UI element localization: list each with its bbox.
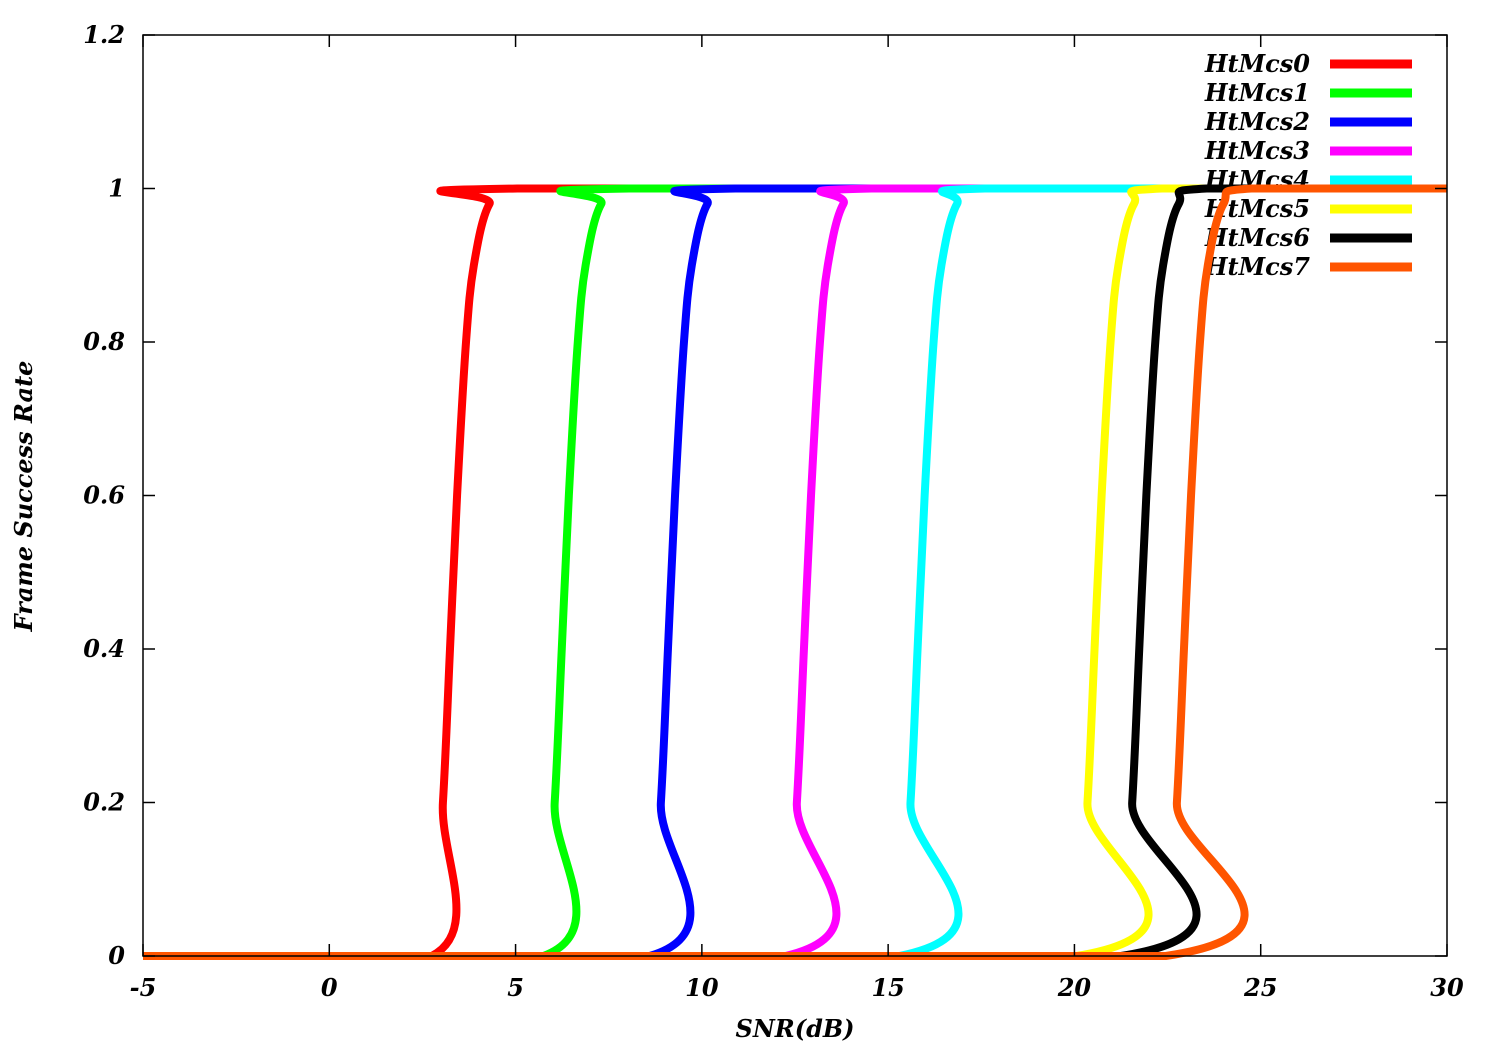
legend-label: HtMcs3 [1204, 136, 1310, 165]
y-tick-label: 0.8 [83, 327, 125, 356]
legend-label: HtMcs0 [1204, 49, 1310, 78]
x-tick-label: 30 [1430, 973, 1464, 1002]
x-tick-label: 25 [1243, 973, 1277, 1002]
y-tick-label: 0.2 [83, 788, 125, 817]
y-tick-label: 1 [108, 174, 125, 203]
legend-label: HtMcs1 [1204, 78, 1310, 107]
series-line-HtMcs0 [143, 184, 1447, 961]
series-line-HtMcs1 [143, 184, 1447, 961]
x-tick-label: 20 [1057, 973, 1092, 1002]
x-tick-label: 10 [685, 973, 719, 1002]
y-axis-label: Frame Success Rate [9, 361, 38, 633]
x-tick-label: 15 [871, 973, 904, 1002]
x-tick-label: 5 [507, 973, 524, 1002]
series-line-HtMcs5 [143, 184, 1447, 961]
y-tick-label: 0 [108, 941, 125, 970]
series-lines [143, 184, 1447, 961]
y-tick-label: 0.6 [83, 481, 125, 510]
legend: HtMcs0HtMcs1HtMcs2HtMcs3HtMcs4HtMcs5HtMc… [1204, 49, 1412, 281]
legend-label: HtMcs7 [1204, 252, 1310, 281]
legend-label: HtMcs6 [1204, 223, 1310, 252]
x-tick-label: 0 [321, 973, 338, 1002]
series-line-HtMcs3 [143, 184, 1447, 961]
legend-label: HtMcs2 [1204, 107, 1310, 136]
series-line-HtMcs2 [143, 184, 1447, 961]
x-tick-label: -5 [130, 973, 157, 1002]
series-line-HtMcs6 [143, 184, 1447, 960]
series-line-HtMcs4 [143, 184, 1447, 961]
y-tick-label: 1.2 [83, 20, 125, 49]
y-tick-label: 0.4 [83, 634, 125, 663]
series-line-HtMcs7 [143, 184, 1447, 960]
x-axis-label: SNR(dB) [736, 1014, 855, 1043]
